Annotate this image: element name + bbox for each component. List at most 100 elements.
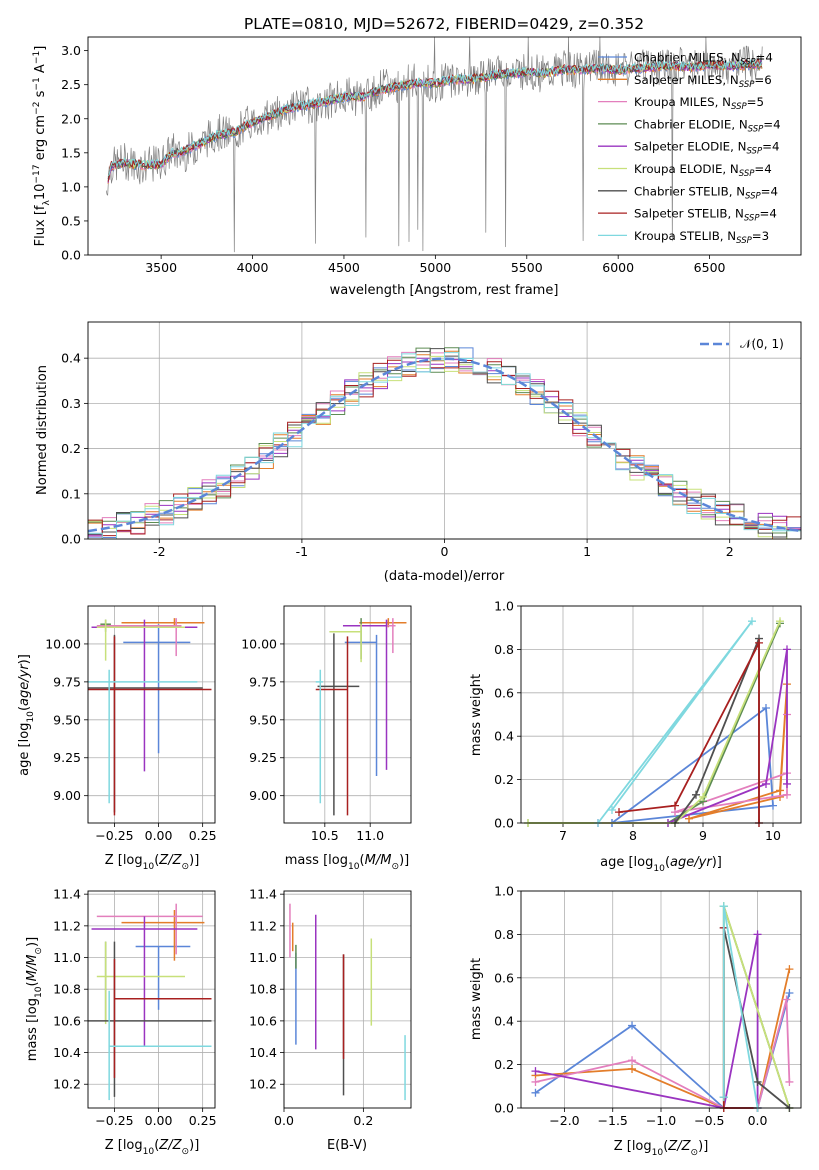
legend-entry: Salpeter ELODIE, NSSP=4 (634, 140, 779, 157)
y-axis-label: mass [log10(M/M⊙)] (25, 937, 44, 1061)
y-tick-label: 10.4 (53, 1045, 81, 1060)
x-tick-label: −1.0 (646, 1113, 676, 1128)
y-tick-label: 0.0 (61, 248, 81, 263)
mass-weight-marker (783, 790, 791, 799)
y-tick-label: 2.5 (61, 77, 81, 92)
mass-weight-marker (628, 1021, 637, 1030)
mass-weight-line (535, 933, 759, 1109)
mass-weight-marker (776, 617, 784, 626)
y-tick-label: 10.00 (45, 636, 81, 651)
mass-weight-marker (785, 1077, 794, 1086)
y-tick-label: 11.4 (249, 887, 277, 902)
model-spectrum-line (107, 59, 763, 177)
mass-weight-marker (685, 814, 693, 823)
mass-weight-marker (615, 808, 623, 817)
x-tick-label: 0.2 (353, 1113, 373, 1128)
x-tick-label: 10.5 (311, 828, 339, 843)
x-axis-label: mass [log10(M/M⊙)] (285, 853, 409, 872)
x-tick-label: 0 (441, 544, 449, 559)
mass-vs-ebv-frame (283, 890, 412, 1109)
y-axis-label: mass weight (469, 958, 484, 1040)
y-tick-label: 10.6 (53, 1013, 81, 1028)
x-tick-label: 4000 (237, 260, 269, 275)
x-tick-label: 1 (583, 544, 591, 559)
y-axis-label: Flux [fλ10−17 erg cm−2 s−1 A−1] (32, 46, 52, 247)
legend-entry: Salpeter MILES, NSSP=6 (634, 73, 772, 90)
mass-weight-marker (782, 995, 791, 1004)
x-tick-label: 7 (559, 828, 567, 843)
x-tick-label: 3500 (145, 260, 177, 275)
y-tick-label: 9.50 (53, 712, 81, 727)
x-tick-label: 0.0 (274, 1113, 294, 1128)
mass-weight-line (722, 927, 790, 1109)
y-tick-label: 11.4 (53, 887, 81, 902)
y-axis-label: mass weight (469, 674, 484, 756)
spectrum-panel: 3500 4000 4500 5000 5500 6000 6500 0.0 0.5 1.0 1.5… (61, 36, 802, 275)
y-tick-label: 9.25 (53, 750, 81, 765)
legend-entry: Kroupa ELODIE, NSSP=4 (634, 162, 772, 179)
x-tick-label: 0.25 (189, 1113, 217, 1128)
x-tick-label: -2 (153, 544, 165, 559)
y-tick-label: 11.2 (249, 918, 277, 933)
y-tick-label: 9.00 (249, 788, 277, 803)
legend-entry: Kroupa MILES, NSSP=5 (634, 95, 764, 112)
mass-weight-marker (776, 786, 784, 795)
legend-entry: Kroupa STELIB, NSSP=3 (634, 229, 769, 246)
y-tick-label: 0.4 (61, 351, 81, 366)
age-vs-mass-panel: 10.5 11.0 9.00 9.25 9.50 9.75 10.00 (241, 605, 412, 843)
y-tick-label: 0.2 (61, 441, 81, 456)
x-tick-label: 0.25 (189, 828, 217, 843)
x-axis-label: Z [log10(Z/Z⊙)] (105, 1138, 200, 1157)
mass-vs-z-panel: −0.25 0.00 0.25 10.2 10.4 10.6 10.8 11.0 11.2 11.… (53, 887, 216, 1128)
y-tick-label: 0.6 (494, 685, 514, 700)
mass-weight-marker (628, 1056, 637, 1065)
y-tick-label: 9.00 (53, 788, 81, 803)
mass-weight-marker (783, 645, 791, 654)
y-axis-label: age [log10(age/yr)] (17, 654, 36, 776)
x-axis-label: Z [log10(Z/Z⊙)] (614, 1139, 709, 1158)
x-tick-label: 9 (699, 828, 707, 843)
y-tick-label: 10.00 (241, 636, 277, 651)
mass-weight-marker (785, 988, 794, 997)
x-axis-label: E(B-V) (327, 1138, 367, 1153)
y-tick-label: 0.4 (494, 1014, 514, 1029)
y-tick-label: 0.1 (61, 486, 81, 501)
residuals-frame (87, 321, 802, 540)
mass-weight-marker (692, 790, 700, 799)
y-tick-label: 0.5 (61, 213, 81, 228)
x-tick-label: 6000 (602, 260, 634, 275)
y-tick-label: 10.4 (249, 1045, 277, 1060)
mass-weight-marker (719, 902, 728, 911)
y-tick-label: 0.0 (494, 1101, 514, 1116)
spectrum-frame (87, 36, 802, 256)
x-tick-label: 10 (765, 828, 781, 843)
mass-weight-marker (753, 1077, 762, 1086)
x-tick-label: 5500 (511, 260, 543, 275)
legend-entry: 𝒩(0, 1) (740, 337, 784, 351)
mass-weight-marker (748, 617, 756, 626)
x-tick-label: -1 (296, 544, 308, 559)
y-tick-label: 3.0 (61, 43, 81, 58)
x-tick-label: 0.00 (145, 828, 173, 843)
x-tick-label: 4500 (328, 260, 360, 275)
y-tick-label: 9.75 (53, 674, 81, 689)
mass-weight-marker (628, 1064, 637, 1073)
y-tick-label: 11.2 (53, 918, 81, 933)
y-tick-label: 0.0 (494, 816, 514, 831)
x-axis-label: age [log10(age/yr)] (600, 855, 722, 874)
age-vs-z-panel: −0.25 0.00 0.25 9.00 9.25 9.50 9.75 10.00 (45, 605, 217, 843)
mass-vs-z-frame (87, 890, 216, 1109)
weight-vs-z-frame (520, 890, 802, 1109)
y-tick-label: 0.4 (494, 729, 514, 744)
mass-weight-marker (762, 703, 770, 712)
x-tick-label: 0.00 (145, 1113, 173, 1128)
x-tick-label: −2.0 (549, 1113, 579, 1128)
x-tick-label: 0.0 (748, 1113, 768, 1128)
y-axis-label: Normed distribution (35, 365, 50, 495)
gaussian-reference-curve (87, 357, 802, 533)
mass-weight-marker (531, 1077, 540, 1086)
y-tick-label: 11.0 (53, 950, 81, 965)
residual-histogram-step (88, 355, 801, 540)
y-tick-label: 0.6 (494, 970, 514, 985)
